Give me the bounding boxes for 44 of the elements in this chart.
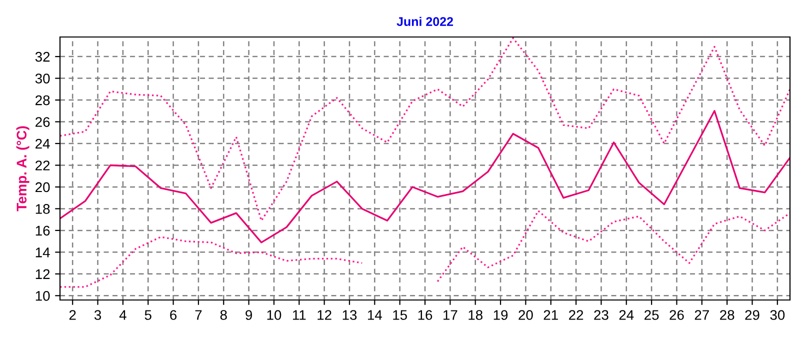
- x-tick-label: 6: [170, 310, 177, 320]
- x-tick-label: 5: [144, 310, 152, 320]
- y-tick-label: 32: [35, 52, 50, 62]
- y-tick-label: 24: [36, 138, 50, 149]
- x-tick-label: 10: [267, 310, 282, 320]
- y-tick-label: 26: [36, 117, 50, 127]
- x-tick-label: 15: [393, 310, 407, 320]
- x-tick-label: 22: [569, 310, 584, 320]
- x-tick-label: 25: [644, 310, 659, 320]
- x-tick-label: 26: [670, 310, 684, 320]
- x-tick-label: 18: [468, 310, 482, 320]
- y-tick-label: 14: [36, 248, 50, 258]
- x-tick-label: 21: [544, 310, 558, 320]
- x-tick-label: 28: [720, 310, 734, 320]
- x-tick-label: 12: [318, 310, 332, 320]
- x-tick-label: 24: [619, 310, 634, 320]
- x-tick-label: 29: [745, 310, 760, 320]
- y-tick-label: 16: [36, 226, 50, 236]
- x-tick-label: 13: [342, 310, 357, 320]
- line-series: [60, 110, 790, 244]
- y-tick-label: 30: [35, 74, 50, 84]
- x-tick-label: 14: [368, 310, 382, 320]
- x-tick-label: 30: [770, 310, 785, 320]
- x-tick-label: 17: [444, 310, 458, 320]
- x-tick-label: 9: [246, 310, 252, 320]
- x-tick-label: 23: [594, 310, 608, 320]
- y-axis-title: Temp. A. (°C): [16, 126, 30, 212]
- x-tick-label: 7: [195, 310, 202, 320]
- x-tick-label: 4: [119, 310, 126, 320]
- x-tick-label: 19: [494, 310, 508, 320]
- x-tick-label: 11: [292, 310, 306, 320]
- x-tick-label: 3: [94, 310, 102, 320]
- y-tick-label: 28: [36, 95, 50, 106]
- x-tick-label: 16: [418, 310, 432, 320]
- x-tick-label: 2: [69, 310, 76, 320]
- x-tick-label: 27: [694, 310, 709, 320]
- y-tick-label: 10: [36, 290, 50, 301]
- y-tick-label: 20: [36, 182, 50, 192]
- x-tick-label: 8: [220, 310, 227, 320]
- x-tick-label: 20: [518, 310, 533, 320]
- y-tick-label: 18: [36, 204, 50, 214]
- chart-title: Juni 2022: [396, 16, 453, 26]
- y-tick-label: 12: [36, 269, 50, 279]
- y-tick-label: 22: [36, 160, 50, 170]
